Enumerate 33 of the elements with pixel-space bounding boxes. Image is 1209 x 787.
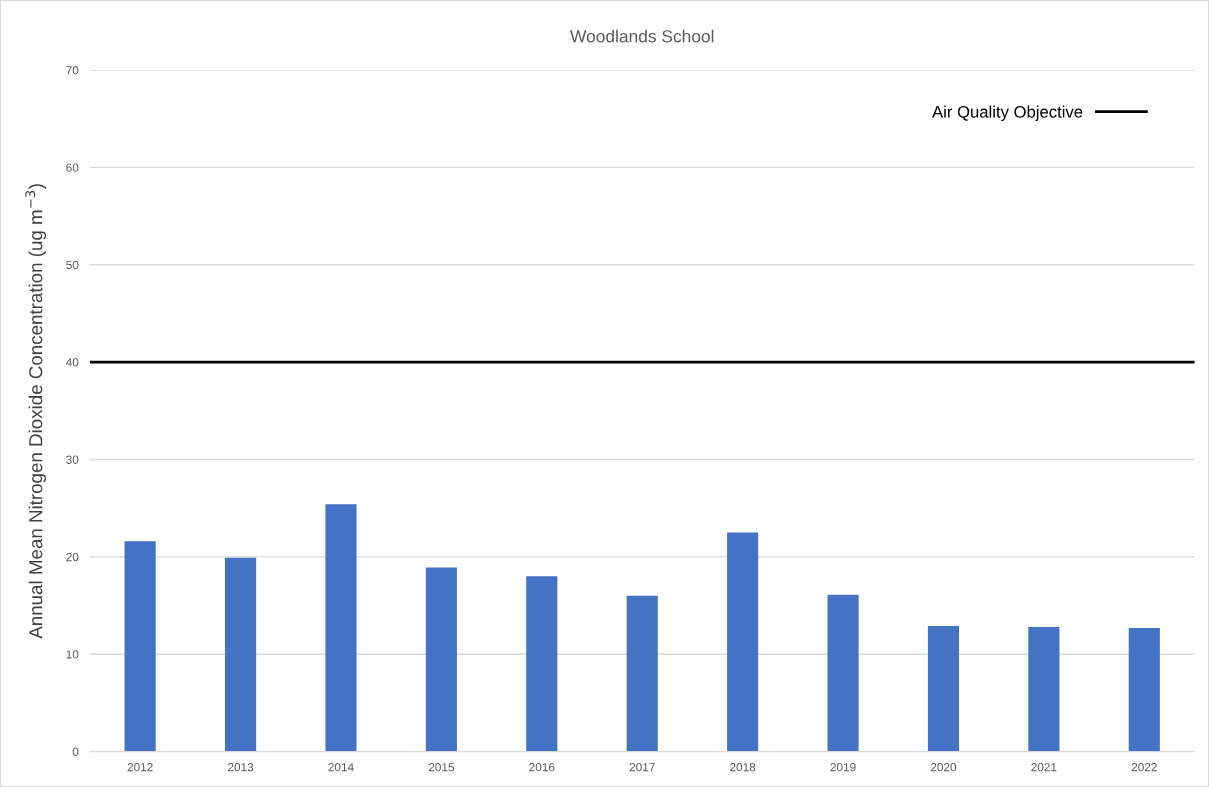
bar	[626, 595, 658, 752]
y-tick-label: 40	[65, 358, 79, 367]
bar	[727, 532, 759, 752]
x-tick-label: 2019	[830, 763, 856, 772]
legend-label: Air Quality Objective	[932, 105, 1083, 122]
y-tick-label: 0	[72, 747, 79, 756]
y-tick-label: 70	[66, 66, 79, 75]
x-tick-label: 2017	[629, 763, 655, 772]
y-tick-label: 20	[66, 552, 79, 562]
x-tick-label: 2021	[1031, 763, 1057, 772]
x-tick-label: 2014	[328, 763, 354, 772]
bar	[124, 541, 156, 752]
bar	[1028, 626, 1060, 752]
bar	[526, 576, 558, 752]
x-tick-label: 2020	[930, 763, 957, 772]
x-tick-label: 2013	[228, 763, 254, 772]
y-tick-label: 30	[66, 455, 79, 464]
bar	[827, 594, 859, 752]
bar	[425, 567, 457, 752]
bar	[927, 625, 960, 752]
y-axis-title: Annual Mean Nitrogen Dioxide Concentration (ug m$^{−3}$)	[25, 184, 47, 639]
bar	[325, 504, 357, 752]
bar	[1128, 627, 1160, 752]
x-tick-label: 2012	[127, 763, 153, 772]
chart-title: Woodlands School	[570, 29, 714, 43]
y-tick-label: 50	[66, 260, 79, 270]
y-tick-label: 60	[66, 163, 79, 172]
bar	[225, 557, 257, 752]
x-tick-label: 2018	[730, 763, 756, 772]
x-tick-label: 2022	[1131, 763, 1157, 772]
x-tick-label: 2015	[428, 763, 455, 772]
y-tick-label: 10	[66, 650, 79, 659]
x-tick-label: 2016	[529, 763, 555, 772]
